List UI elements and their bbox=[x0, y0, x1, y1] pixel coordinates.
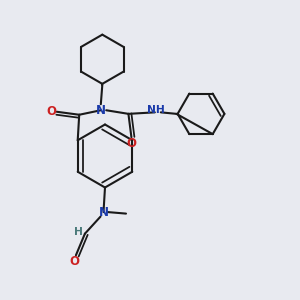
Text: H: H bbox=[74, 227, 83, 237]
Text: O: O bbox=[126, 137, 136, 150]
Text: NH: NH bbox=[146, 105, 164, 115]
Text: O: O bbox=[46, 105, 56, 118]
Text: N: N bbox=[98, 206, 109, 219]
Text: N: N bbox=[96, 104, 106, 117]
Text: O: O bbox=[70, 255, 80, 268]
